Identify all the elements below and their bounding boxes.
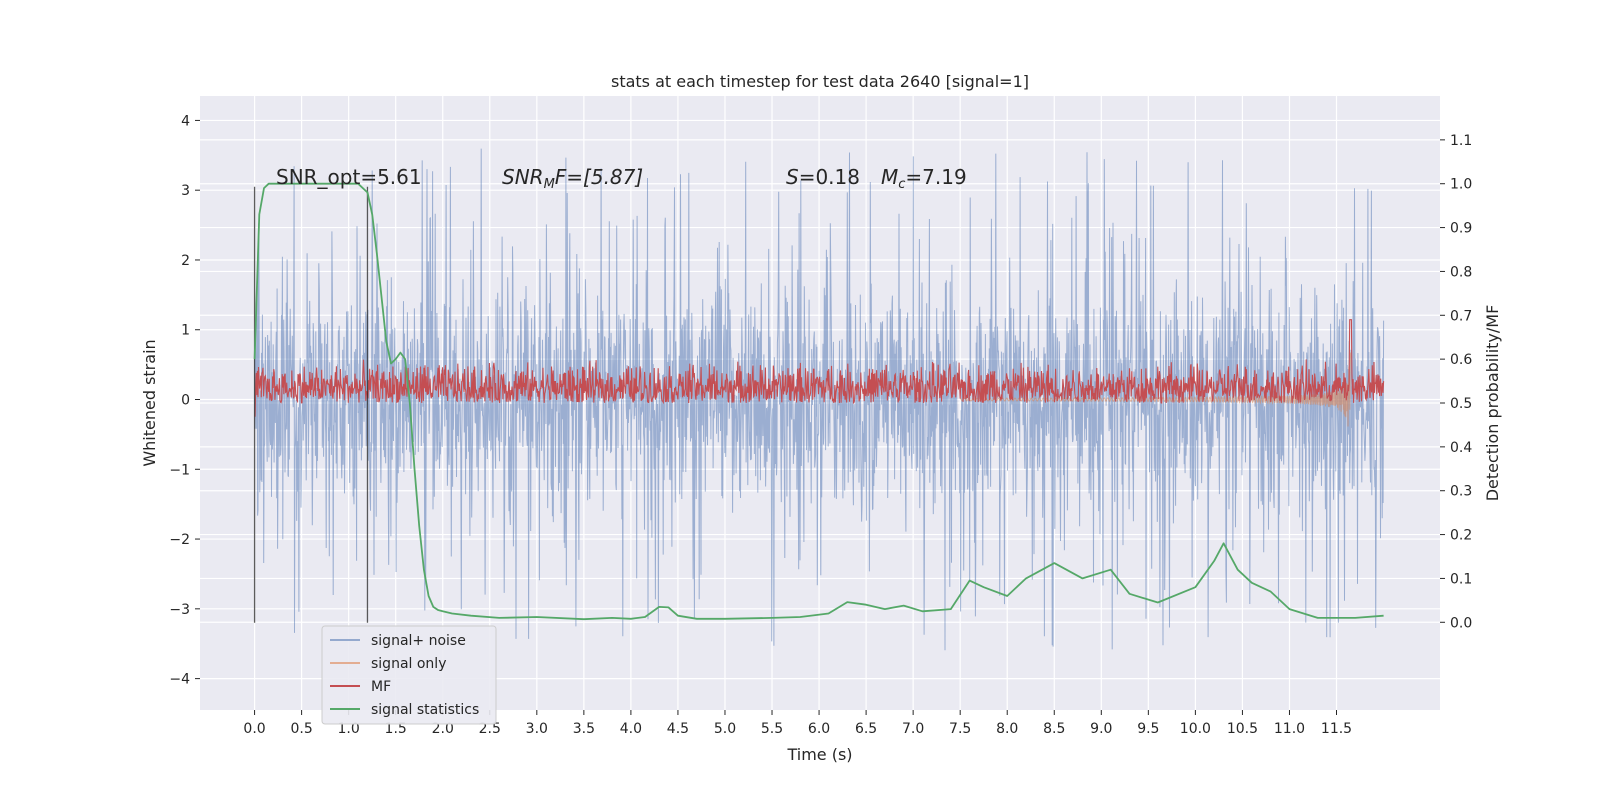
- snr-mf-value: F=[5.87]: [555, 165, 643, 189]
- x-tick-label: 1.0: [338, 721, 360, 737]
- x-axis-label: Time (s): [786, 745, 852, 764]
- y-axis-label: Whitened strain: [140, 339, 159, 466]
- x-tick-label: 11.0: [1274, 721, 1305, 737]
- y2-axis-ticks: 0.0 0.1 0.2 0.3 0.4 0.5 0.6 0.7 0.8 0.9 1.0 1.1: [1440, 133, 1472, 631]
- x-tick-label: 3.5: [573, 721, 595, 737]
- legend-label-signal-only: signal only: [371, 656, 446, 672]
- y2-tick-label: 0.9: [1450, 221, 1472, 237]
- x-tick-label: 0.5: [290, 721, 312, 737]
- y-axis-ticks: −4 −3 −2 −1 0 1 2 3 4: [169, 113, 200, 688]
- signal-statistics-line: [253, 182, 1384, 621]
- mc-value: =7.19: [905, 165, 966, 189]
- y2-tick-label: 1.1: [1450, 133, 1472, 149]
- y-tick-label: 0: [181, 393, 190, 409]
- y2-tick-label: 0.0: [1450, 615, 1472, 631]
- y2-axis-label: Detection probability/MF: [1483, 305, 1502, 502]
- x-tick-label: 0.0: [243, 721, 265, 737]
- legend: signal+ noise signal only MF signal stat…: [321, 625, 497, 725]
- x-tick-label: 9.0: [1090, 721, 1112, 737]
- mc-symbol: M: [881, 165, 898, 189]
- x-axis-ticks: 0.0 0.5 1.0 1.5 2.0 2.5 3.0 3.5 4.0 4.5 5.0 5.5 6.0 6…: [243, 710, 1352, 737]
- signal-noise-line: [254, 148, 1385, 651]
- x-tick-label: 2.5: [479, 721, 501, 737]
- chart-title: stats at each timestep for test data 264…: [611, 72, 1029, 91]
- y-tick-label: 4: [181, 113, 190, 129]
- x-tick-label: 6.5: [855, 721, 877, 737]
- annotation-mc: Mc=7.19: [881, 165, 967, 192]
- y2-tick-label: 0.2: [1450, 528, 1472, 544]
- mc-subscript: c: [898, 177, 905, 192]
- x-tick-label: 10.0: [1180, 721, 1211, 737]
- x-tick-label: 8.5: [1043, 721, 1065, 737]
- y-tick-label: −3: [169, 602, 190, 618]
- series-signal-statistics: [253, 182, 1384, 621]
- annotation-s: S=0.18: [786, 165, 860, 189]
- x-tick-label: 11.5: [1321, 721, 1352, 737]
- marker-lines: [253, 186, 369, 623]
- s-symbol: S: [786, 165, 799, 189]
- x-tick-label: 1.5: [385, 721, 407, 737]
- y-tick-label: −2: [169, 532, 190, 548]
- x-tick-label: 4.0: [620, 721, 642, 737]
- y2-tick-label: 0.4: [1450, 440, 1472, 456]
- snr-mf-symbol: SNR: [502, 165, 544, 189]
- s-value: =0.18: [799, 165, 860, 189]
- y-tick-label: −1: [169, 462, 190, 478]
- x-tick-label: 5.5: [761, 721, 783, 737]
- y2-tick-label: 1.0: [1450, 177, 1472, 193]
- x-tick-label: 7.5: [949, 721, 971, 737]
- x-tick-label: 2.0: [432, 721, 454, 737]
- x-tick-label: 5.0: [714, 721, 736, 737]
- mf-line: [254, 319, 1385, 417]
- annotations: SNR_opt=5.61 SNRMF=[5.87] S=0.18 Mc=7.19: [276, 165, 967, 192]
- series-mf: [254, 319, 1385, 417]
- x-tick-label: 6.0: [808, 721, 830, 737]
- snr-mf-subscript: M: [544, 177, 555, 192]
- y2-tick-label: 0.5: [1450, 396, 1472, 412]
- y-tick-label: 3: [181, 183, 190, 199]
- annotation-snr-mf: SNRMF=[5.87]: [502, 165, 643, 192]
- y2-tick-label: 0.7: [1450, 308, 1472, 324]
- annotation-snr-opt: SNR_opt=5.61: [276, 165, 422, 189]
- x-tick-label: 4.5: [667, 721, 689, 737]
- y2-tick-label: 0.1: [1450, 571, 1472, 587]
- legend-label-signal-statistics: signal statistics: [371, 702, 479, 718]
- x-tick-label: 3.0: [526, 721, 548, 737]
- y2-tick-label: 0.6: [1450, 352, 1472, 368]
- series-signal-noise: [254, 148, 1385, 651]
- legend-box: [321, 625, 497, 725]
- signal-only-line: [959, 352, 1352, 427]
- y-tick-label: 2: [181, 253, 190, 269]
- series-signal-only: [959, 352, 1352, 427]
- y-tick-label: 1: [181, 323, 190, 339]
- x-tick-label: 7.0: [902, 721, 924, 737]
- y2-tick-label: 0.3: [1450, 484, 1472, 500]
- x-tick-label: 8.0: [996, 721, 1018, 737]
- legend-label-mf: MF: [371, 679, 391, 695]
- x-tick-label: 10.5: [1227, 721, 1258, 737]
- legend-label-signal-noise: signal+ noise: [371, 633, 466, 649]
- y2-tick-label: 0.8: [1450, 264, 1472, 280]
- x-tick-label: 9.5: [1137, 721, 1159, 737]
- y-tick-label: −4: [169, 672, 190, 688]
